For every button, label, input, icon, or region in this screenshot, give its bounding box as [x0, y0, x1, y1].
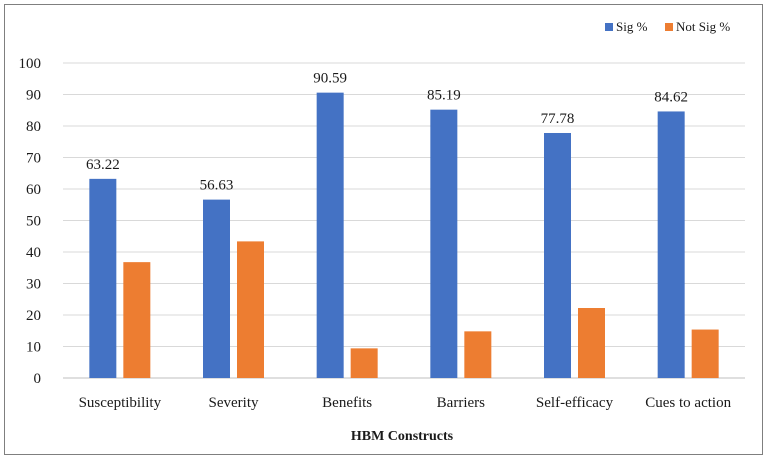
bar-not-sig	[237, 241, 264, 378]
data-label: 90.59	[313, 71, 347, 87]
bar-sig	[430, 109, 458, 379]
gridlines	[63, 62, 745, 379]
bar-not-sig	[464, 331, 492, 378]
bar-not-sig	[123, 262, 151, 378]
chart-frame: 0 10 20 30 40 50 60 70 80 90 100 63.22 56.63 90.59 85…	[4, 4, 763, 455]
data-labels: 63.22 56.63 90.59 85.19 77.78 84.62	[86, 71, 688, 194]
legend-label: Not Sig %	[676, 19, 730, 34]
legend-label: Sig %	[616, 19, 648, 34]
legend-swatch-not-sig	[665, 23, 673, 31]
x-category-label: Cues to action	[645, 395, 731, 411]
legend: Sig % Not Sig %	[605, 19, 730, 34]
y-tick-label: 60	[26, 182, 41, 198]
data-label: 84.62	[654, 89, 688, 105]
bars	[89, 92, 719, 379]
x-category-label: Severity	[209, 395, 259, 411]
y-axis-ticks: 0 10 20 30 40 50 60 70 80 90 100	[19, 56, 42, 387]
data-label: 77.78	[541, 111, 575, 127]
bar-sig	[316, 92, 344, 378]
bar-chart: 0 10 20 30 40 50 60 70 80 90 100 63.22 56.63 90.59 85…	[19, 19, 745, 444]
y-tick-label: 80	[26, 119, 41, 135]
x-category-label: Self-efficacy	[536, 395, 614, 411]
y-tick-label: 40	[26, 245, 41, 261]
data-label: 85.19	[427, 88, 461, 104]
y-tick-label: 30	[26, 277, 41, 293]
y-tick-label: 50	[26, 214, 41, 230]
bar-sig	[203, 199, 230, 378]
x-category-label: Barriers	[437, 395, 485, 411]
y-tick-label: 10	[26, 340, 41, 356]
x-category-label: Susceptibility	[79, 395, 162, 411]
bar-sig	[544, 132, 571, 378]
y-tick-label: 0	[34, 371, 42, 387]
bar-not-sig	[691, 329, 719, 378]
y-tick-label: 100	[19, 56, 42, 72]
x-axis-title: HBM Constructs	[351, 429, 454, 444]
bar-not-sig	[578, 308, 605, 378]
bar-not-sig	[350, 348, 378, 378]
y-tick-label: 70	[26, 151, 41, 167]
y-tick-label: 90	[26, 88, 41, 104]
x-category-label: Benefits	[322, 395, 372, 411]
bar-sig	[89, 178, 117, 378]
x-axis-categories: Susceptibility Severity Benefits Barriers Se…	[79, 395, 732, 411]
data-label: 63.22	[86, 157, 120, 173]
data-label: 56.63	[200, 178, 234, 194]
bar-sig	[657, 111, 685, 379]
y-tick-label: 20	[26, 308, 41, 324]
legend-swatch-sig	[605, 23, 613, 31]
